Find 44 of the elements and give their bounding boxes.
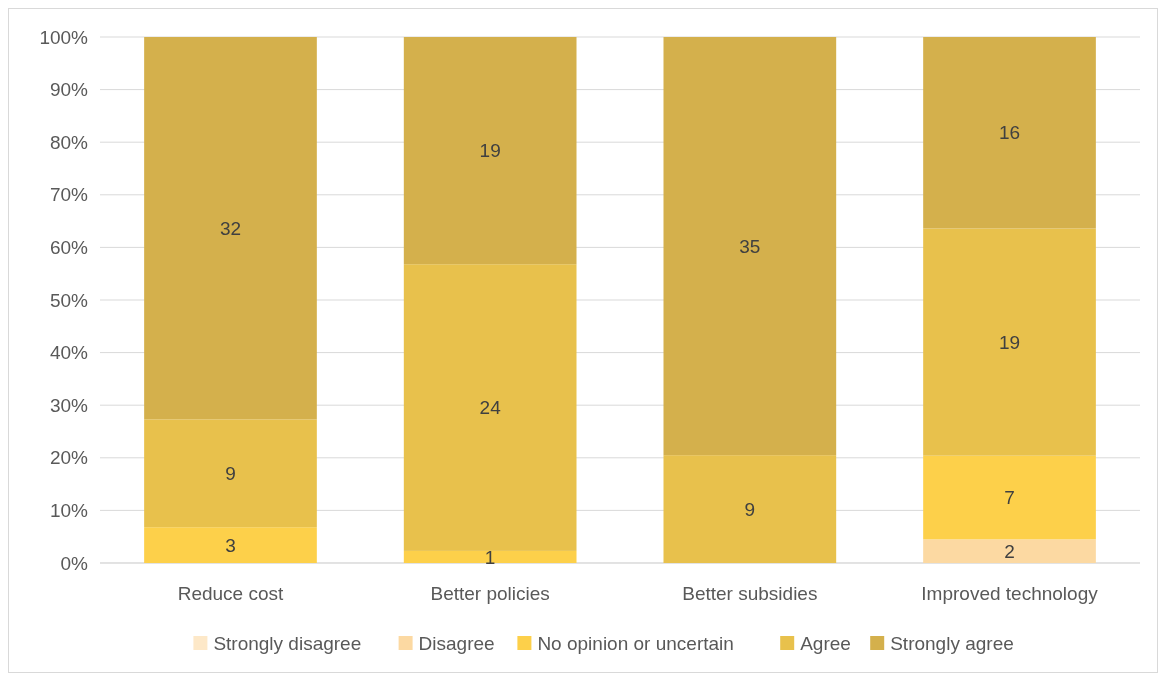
annotation: 2 bbox=[1004, 540, 1015, 562]
annotation: 19 bbox=[998, 331, 1021, 353]
bar bbox=[923, 539, 1096, 563]
x-tick-label: Better policies bbox=[430, 583, 550, 604]
bar bbox=[144, 37, 317, 420]
x-tick-label: Reduce cost bbox=[177, 583, 285, 604]
legend-label: Strongly agree bbox=[890, 632, 1014, 654]
x-tick-label: Improved technology bbox=[921, 583, 1099, 604]
y-tick-label: 20% bbox=[49, 447, 89, 469]
bar bbox=[923, 455, 1096, 540]
bar bbox=[923, 37, 1096, 229]
y-tick-label: 80% bbox=[49, 131, 89, 153]
annotation: 9 bbox=[225, 462, 236, 484]
legend-label: Agree bbox=[800, 632, 851, 654]
y-tick-label: 30% bbox=[49, 394, 89, 416]
legend-label: Strongly disagree bbox=[213, 632, 362, 654]
y-tick-label: 90% bbox=[49, 79, 89, 101]
y-tick-label: 100% bbox=[39, 26, 89, 48]
bar bbox=[403, 264, 577, 551]
bar bbox=[923, 228, 1096, 456]
y-tick-label: 10% bbox=[49, 500, 89, 522]
annotation: 35 bbox=[739, 235, 761, 257]
y-tick-label: 0% bbox=[60, 552, 89, 574]
legend-label: No opinion or uncertain bbox=[537, 632, 734, 654]
y-tick-label: 60% bbox=[49, 237, 89, 259]
annotation: 1 bbox=[484, 546, 496, 568]
annotation: 32 bbox=[219, 217, 242, 239]
annotation: 9 bbox=[744, 498, 756, 520]
annotation: 7 bbox=[1004, 487, 1015, 509]
y-tick-label: 40% bbox=[49, 342, 89, 364]
annotation: 16 bbox=[998, 122, 1021, 144]
bar bbox=[663, 37, 837, 456]
legend-label: Disagree bbox=[418, 632, 495, 654]
bar bbox=[144, 527, 317, 563]
y-tick-label: 70% bbox=[49, 184, 89, 206]
bar bbox=[403, 37, 577, 265]
bar bbox=[144, 419, 317, 528]
y-tick-label: 50% bbox=[49, 289, 89, 311]
annotation: 19 bbox=[479, 140, 501, 162]
bar bbox=[663, 455, 837, 563]
annotation: 3 bbox=[225, 534, 236, 556]
bar bbox=[403, 550, 577, 563]
x-tick-label: Better subsidies bbox=[682, 583, 818, 604]
annotation: 24 bbox=[479, 397, 502, 419]
